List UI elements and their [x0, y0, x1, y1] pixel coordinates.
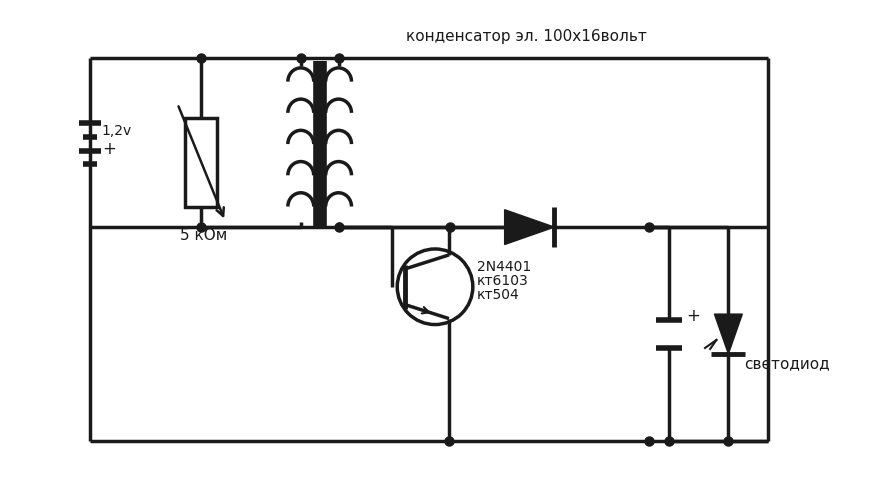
Text: +: + — [102, 140, 116, 157]
Text: светодиод: светодиод — [744, 356, 830, 371]
Polygon shape — [505, 210, 555, 245]
Circle shape — [397, 249, 473, 325]
Text: конденсатор эл. 100х16вольт: конденсатор эл. 100х16вольт — [407, 29, 647, 44]
Text: 1,2v: 1,2v — [102, 123, 132, 138]
Text: 5 кОм: 5 кОм — [181, 228, 228, 243]
Polygon shape — [714, 314, 743, 354]
Text: +: + — [686, 307, 700, 325]
Text: 2N4401: 2N4401 — [477, 260, 531, 274]
Text: кт504: кт504 — [477, 288, 519, 302]
Text: кт6103: кт6103 — [477, 274, 528, 288]
Bar — [185, 118, 217, 207]
